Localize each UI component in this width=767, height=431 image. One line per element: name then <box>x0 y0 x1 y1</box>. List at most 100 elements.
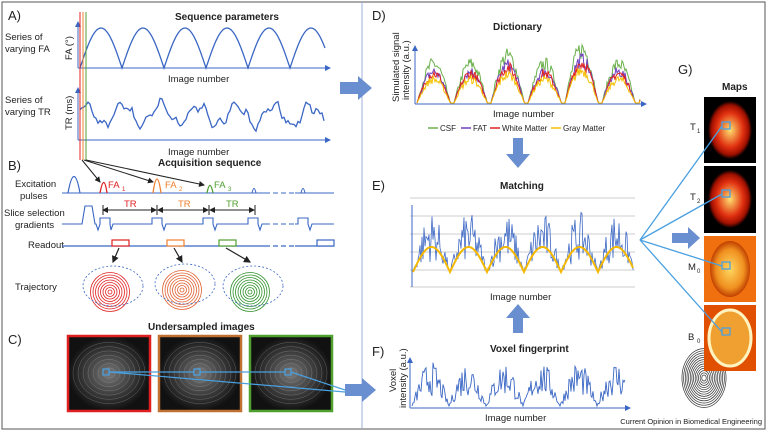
spiral-ring <box>107 289 113 295</box>
pulse-fa1 <box>99 181 108 194</box>
panel-g-label: G) <box>678 62 692 77</box>
excitation-label-2: pulses <box>20 191 48 202</box>
matching-gridlines <box>410 197 635 288</box>
fa-x-label: Image number <box>168 74 229 85</box>
fa-row-label-1: Series of <box>5 32 43 43</box>
spiral-ring <box>92 274 128 310</box>
slice-label-1: Slice selection <box>4 208 65 219</box>
voxel-fingerprint-curve <box>411 362 626 408</box>
panel-f-title: Voxel fingerprint <box>490 344 569 355</box>
pointer-fa2 <box>83 159 154 184</box>
fa-row-label-2: varying FA <box>5 44 51 55</box>
spiral-ring <box>167 275 197 305</box>
spiral-ring <box>105 287 115 297</box>
spiral-ring <box>240 282 260 302</box>
trajectory-label: Trajectory <box>15 282 57 293</box>
fingerprint-ylabel-1: Voxel <box>388 369 399 392</box>
b0-map <box>707 308 753 368</box>
panel-f-label: F) <box>372 344 384 359</box>
dict-legend: CSF FAT White Matter Gray Matter <box>428 124 606 133</box>
fingerprint-ylabel-2: intensity (a.u.) <box>398 348 409 408</box>
spiral-ring <box>102 284 118 300</box>
spiral-ring <box>235 277 265 307</box>
panel-e-title: Matching <box>500 181 544 192</box>
fa1-subscript: 1 <box>122 187 126 193</box>
spiral-ring <box>169 277 195 303</box>
trajectory-path <box>82 265 144 307</box>
fingerprint-xlabel: Image number <box>485 413 546 424</box>
spiral-ring <box>97 279 123 305</box>
panel-d-label: D) <box>372 8 386 23</box>
spiral-ring <box>232 274 268 310</box>
dict-ylabel-2: intensity (a.u.) <box>401 40 412 100</box>
panel-e-label: E) <box>372 178 385 193</box>
arrow-to-maps <box>672 227 700 249</box>
map-t1-label: T <box>690 122 696 133</box>
map-t2-sub: 2 <box>697 199 701 205</box>
dict-xlabel: Image number <box>493 109 554 120</box>
map-t2-label: T <box>690 192 696 203</box>
fa2-subscript: 2 <box>179 187 183 193</box>
tr-intervals <box>102 205 256 215</box>
matched-dictionary-entry <box>412 246 634 275</box>
spiral-ring <box>162 270 202 310</box>
fa3-label: FA <box>214 180 226 191</box>
footer-source: Current Opinion in Biomedical Engineerin… <box>620 417 762 426</box>
t2-map <box>708 170 752 228</box>
tr1-label: TR <box>124 199 137 210</box>
matching-xlabel: Image number <box>490 292 551 303</box>
slice-label-2: gradients <box>15 220 54 231</box>
map-b0-label: B <box>688 332 694 343</box>
map-m0-label: M <box>688 262 696 273</box>
spiral-ring <box>230 272 270 312</box>
tr-x-label: Image number <box>168 147 229 158</box>
tr2-label: TR <box>178 199 191 210</box>
spiral-ring <box>164 272 200 308</box>
readout-label: Readout <box>28 240 64 251</box>
spiral-ring <box>172 280 192 300</box>
fa-series-curve <box>79 27 326 71</box>
map-t1-sub: 1 <box>697 129 701 135</box>
trajectory-path <box>154 263 216 305</box>
voxel-selection <box>102 368 346 393</box>
legend-gray-matter: Gray Matter <box>563 124 606 133</box>
legend-fat: FAT <box>473 124 487 133</box>
panel-g-title: Maps <box>722 82 748 93</box>
pointer-fa3 <box>85 159 205 187</box>
spiral-ring <box>247 289 253 295</box>
panel-a-title: Sequence parameters <box>175 12 279 23</box>
arrow-dict-to-matching <box>506 138 530 168</box>
map-voxel-links <box>639 121 731 336</box>
dictionary-curves <box>416 43 641 104</box>
pulse-fa3 <box>206 184 214 194</box>
dictionary-series <box>416 67 641 104</box>
dictionary-series <box>416 43 641 104</box>
trajectory-spirals <box>82 263 284 312</box>
arrow-fingerprint-to-matching <box>506 304 530 333</box>
tr-series-curve <box>79 97 325 133</box>
fa2-label: FA <box>165 180 177 191</box>
map-b0-sub: 0 <box>697 339 701 345</box>
map-m0-sub: 0 <box>697 269 701 275</box>
t1-map <box>708 101 752 159</box>
fa1-label: FA <box>108 180 120 191</box>
spiral-ring <box>242 284 258 300</box>
tr3-label: TR <box>226 199 239 210</box>
image-artifacts <box>72 342 328 404</box>
fa3-subscript: 3 <box>228 187 232 193</box>
fa-axis-label: FA (°) <box>64 36 75 60</box>
panel-a-label: A) <box>8 8 21 23</box>
dict-ylabel-1: Simulated signal <box>391 32 402 102</box>
panel-b-label: B) <box>8 158 21 173</box>
arrow-to-fingerprint <box>345 378 376 402</box>
panel-c-label: C) <box>8 332 22 347</box>
spiral-ring <box>245 287 255 297</box>
legend-csf: CSF <box>440 124 456 133</box>
spiral-ring <box>177 285 187 295</box>
spiral-ring <box>90 272 130 312</box>
spiral-ring <box>174 282 190 298</box>
arrow-to-dictionary <box>340 76 372 100</box>
spiral-ring <box>179 287 185 293</box>
